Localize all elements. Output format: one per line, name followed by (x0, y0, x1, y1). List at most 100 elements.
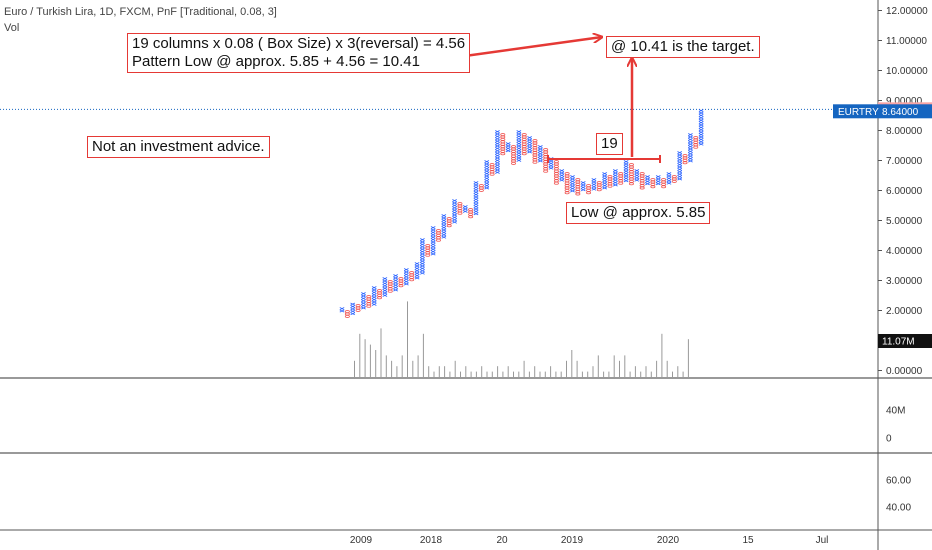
x-column (430, 226, 436, 256)
o-column (355, 304, 361, 312)
o-column (596, 181, 602, 192)
last-price-label: 8.64000 (882, 107, 919, 118)
o-column (564, 172, 570, 195)
o-column (398, 277, 404, 288)
volume-bar (560, 371, 562, 377)
o-column (409, 271, 415, 282)
x-column (580, 181, 586, 192)
price-tick-label: 3.00000 (886, 276, 923, 287)
volume-bar (486, 371, 488, 377)
chart-title: Euro / Turkish Lira, 1D, FXCM, PnF [Trad… (4, 6, 277, 18)
x-column (371, 286, 377, 306)
volume-bar (396, 366, 398, 377)
volume-bar (576, 360, 578, 377)
x-column (473, 181, 479, 216)
time-tick-label: 2018 (420, 535, 443, 546)
volume-bar (385, 355, 387, 377)
volume-bar (566, 360, 567, 377)
volume-bar (613, 355, 615, 377)
x-column (393, 274, 398, 292)
volume-bar (608, 371, 610, 377)
time-tick-label: 2019 (561, 535, 584, 546)
volume-bar (528, 371, 530, 377)
o-column (553, 160, 559, 185)
o-column (457, 202, 463, 215)
volume-bar (433, 371, 435, 377)
target-note: @ 10.41 is the target. (606, 36, 760, 58)
o-column (521, 133, 527, 156)
volume-bar (587, 371, 589, 377)
volume-label: Vol (4, 22, 20, 34)
x-column (516, 130, 522, 162)
volume-bar (634, 366, 636, 377)
x-column (645, 175, 650, 186)
low-note: Low @ approx. 5.85 (566, 202, 711, 224)
o-column (607, 175, 613, 188)
formula-note: 19 columns x 0.08 ( Box Size) x 3(revers… (127, 33, 471, 73)
volume-tag (878, 334, 932, 348)
volume-bar (422, 333, 424, 377)
last-price-symbol: EURTRY (838, 107, 879, 118)
x-column (612, 169, 618, 187)
disclaimer-note: Not an investment advice. (87, 136, 270, 158)
x-column (602, 172, 608, 190)
volume-bar (661, 333, 663, 377)
volume-bar (619, 360, 620, 377)
volume-bar (375, 350, 377, 377)
x-column (655, 175, 661, 186)
price-tick-label: 9.00000 (886, 96, 923, 107)
x-column (548, 157, 554, 170)
volume-bar (412, 360, 414, 377)
time-tick-label: 2009 (350, 535, 373, 546)
volume-bar (444, 366, 446, 377)
x-column (361, 292, 366, 310)
volume-bar (460, 371, 461, 377)
volume-bar (417, 355, 419, 377)
x-column (591, 178, 597, 191)
volume-bar (687, 339, 689, 377)
volume-bar (364, 339, 366, 377)
x-column (414, 262, 420, 280)
pnf-columns (339, 109, 704, 318)
x-column (420, 238, 425, 275)
price-tick-label: 5.00000 (886, 216, 923, 227)
volume-bar (640, 371, 642, 377)
x-column (559, 169, 565, 182)
volume-bar (391, 360, 393, 377)
volume-bar (534, 366, 536, 377)
o-column (532, 139, 538, 164)
x-column (527, 136, 532, 154)
volume-bar (656, 360, 658, 377)
time-tick-label: 15 (742, 535, 754, 546)
x-column (462, 205, 468, 213)
price-tick-label: 7.00000 (886, 156, 923, 167)
x-column (623, 160, 629, 183)
volume-bar (401, 355, 403, 377)
volume-bar (555, 371, 557, 377)
oscillator-pane-tick: 40.00 (886, 503, 911, 514)
price-tick-label: 4.00000 (886, 246, 923, 257)
volume-bar (491, 371, 493, 377)
o-column (344, 310, 350, 318)
volume-bar (544, 371, 546, 377)
o-column (489, 163, 495, 176)
o-column (478, 184, 484, 192)
x-column (688, 133, 693, 163)
o-column (693, 136, 699, 149)
volume-bar (449, 371, 451, 377)
volume-bar (354, 360, 355, 377)
o-column (671, 175, 677, 183)
price-tick-label: 6.00000 (886, 186, 923, 197)
volume-bar (650, 371, 652, 377)
volume-bar (497, 366, 499, 377)
price-tick-label: 12.00000 (886, 6, 928, 17)
last-price-tag (833, 104, 932, 119)
volume-bar (481, 366, 483, 377)
x-column (339, 307, 345, 313)
volume-bar (507, 366, 509, 377)
volume-bar (518, 371, 520, 377)
column-count-note: 19 (596, 133, 623, 155)
volume-bar (677, 366, 679, 377)
x-column (403, 268, 409, 286)
x-column (505, 142, 511, 153)
